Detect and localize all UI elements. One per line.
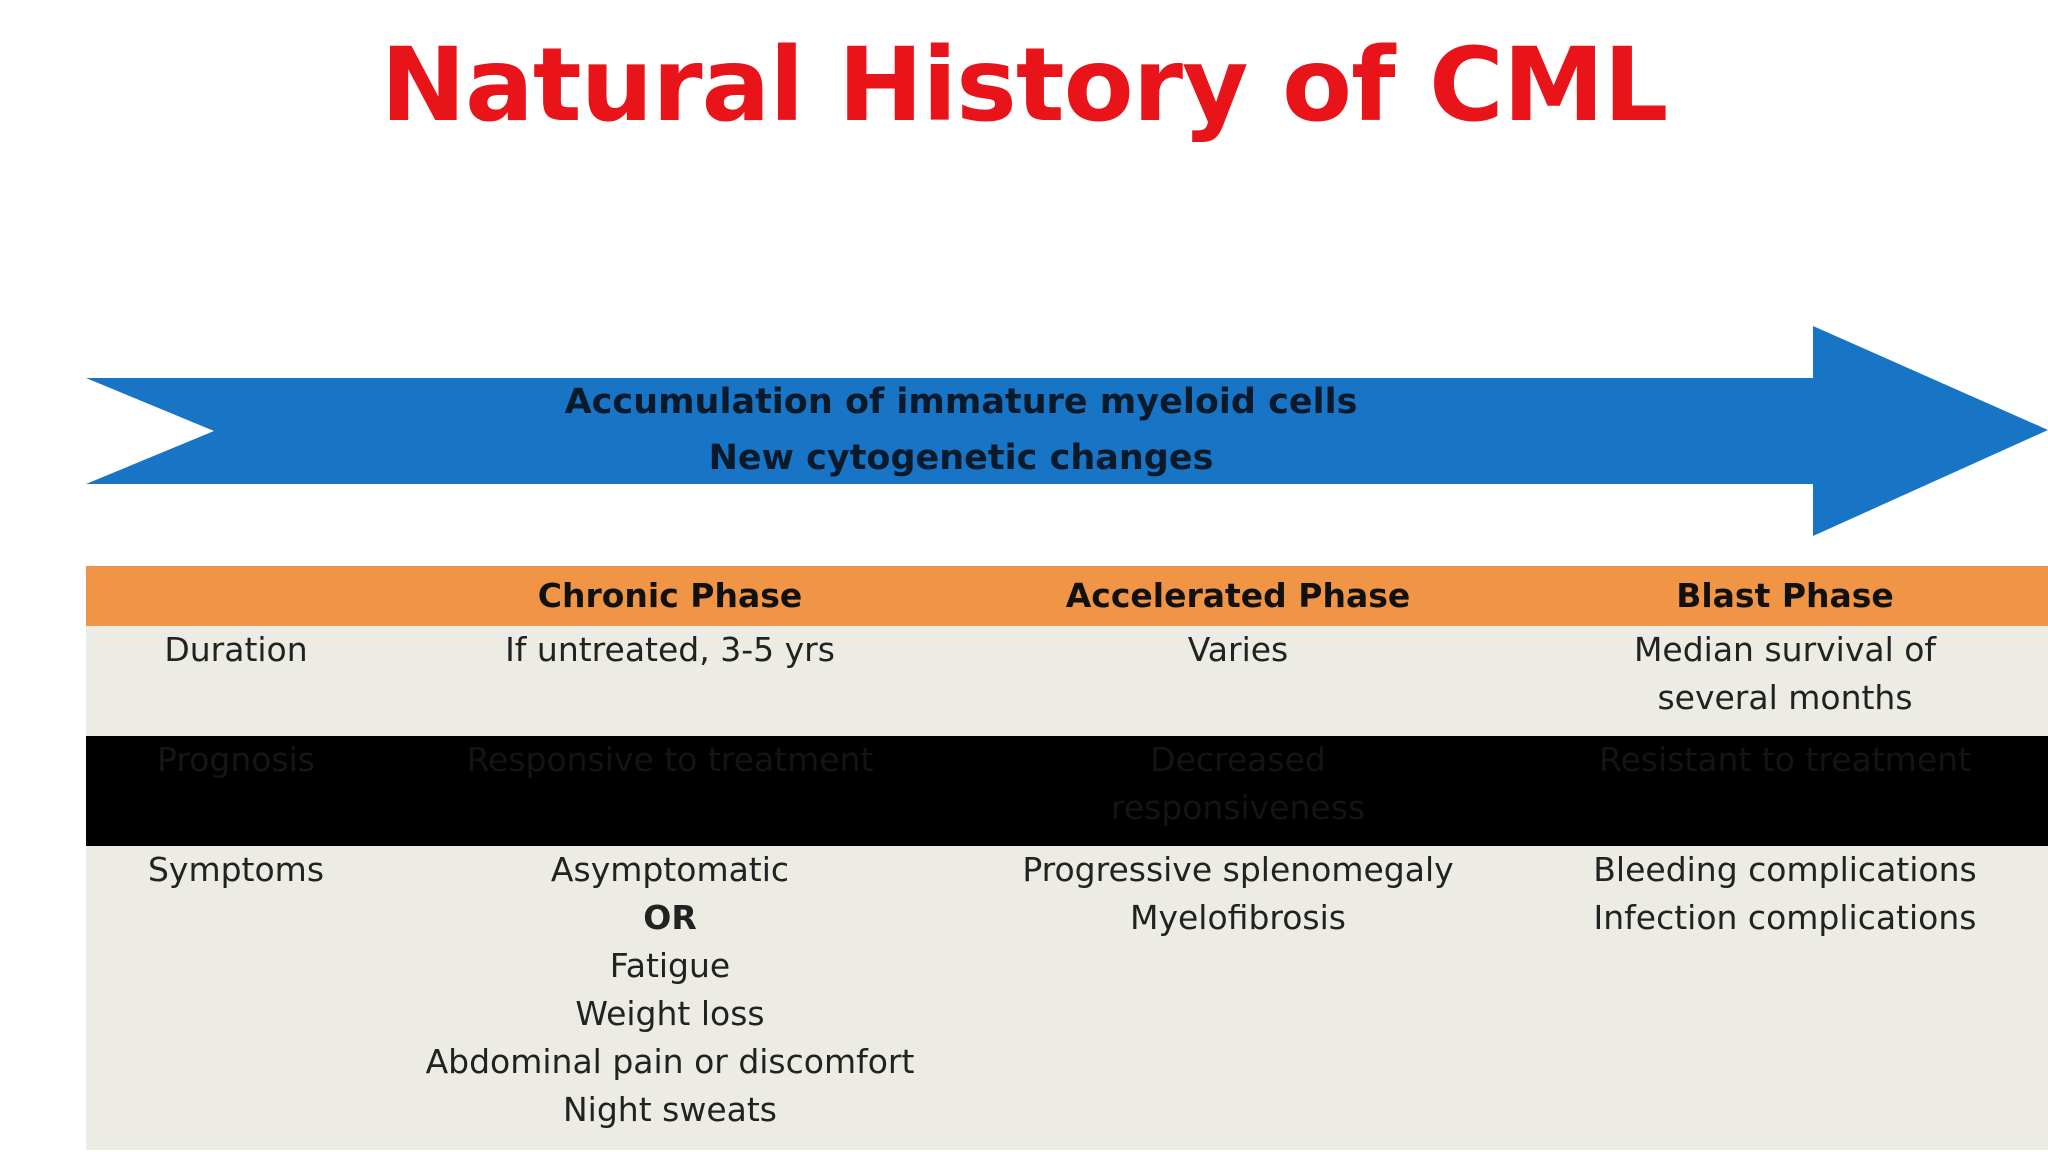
cell-line: Night sweats [563,1090,777,1129]
progression-arrow: Accumulation of immature myeloid cells N… [86,326,2048,538]
cell-line: Infection complications [1593,898,1977,937]
cell-line: Progressive splenomegaly [1022,850,1454,889]
duration-blast: Median survival of several months [1522,626,2048,736]
cell-line: Responsive to treatment [466,740,874,779]
symptoms-blast: Bleeding complications Infection complic… [1522,846,2048,1150]
cell-line: Fatigue [609,946,731,985]
arrow-shape [86,326,2048,536]
cell-line: Median survival of [1633,630,1937,669]
cell-line: several months [1657,678,1913,717]
table-row-prognosis: Prognosis Responsive to treatment Decrea… [86,736,2048,846]
row-label-symptoms: Symptoms [86,846,386,1150]
duration-accelerated: Varies [954,626,1522,736]
cell-line: responsiveness [1110,788,1366,827]
cell-line: Myelofibrosis [1130,898,1346,937]
slide-title: Natural History of CML [380,26,1669,145]
header-accelerated-phase: Accelerated Phase [954,566,1522,626]
cell-line-emphasis: OR [643,898,697,937]
header-empty [86,566,386,626]
cell-line: Decreased [1150,740,1326,779]
symptoms-accelerated: Progressive splenomegaly Myelofibrosis [954,846,1522,1150]
cell-line: Bleeding complications [1593,850,1977,889]
cell-line: Weight loss [575,994,765,1033]
cell-line: Asymptomatic [550,850,790,889]
cell-line: Resistant to treatment [1599,740,1971,779]
header-chronic-phase: Chronic Phase [386,566,954,626]
phase-table: Chronic Phase Accelerated Phase Blast Ph… [86,566,2048,1150]
prognosis-blast: Resistant to treatment [1522,736,2048,846]
table-row-duration: Duration If untreated, 3-5 yrs Varies Me… [86,626,2048,736]
cell-line: Varies [1187,630,1289,669]
arrow-line-1: Accumulation of immature myeloid cells [564,382,1358,422]
row-label-duration: Duration [86,626,386,736]
table-row-symptoms: Symptoms Asymptomatic OR Fatigue Weight … [86,846,2048,1150]
row-label-prognosis: Prognosis [86,736,386,846]
header-blast-phase: Blast Phase [1522,566,2048,626]
arrow-caption: Accumulation of immature myeloid cells N… [416,374,1506,486]
symptoms-chronic: Asymptomatic OR Fatigue Weight loss Abdo… [386,846,954,1150]
cell-line: Abdominal pain or discomfort [425,1042,915,1081]
prognosis-chronic: Responsive to treatment [386,736,954,846]
cell-line: If untreated, 3-5 yrs [505,630,835,669]
arrow-line-2: New cytogenetic changes [708,438,1214,478]
duration-chronic: If untreated, 3-5 yrs [386,626,954,736]
table-header-row: Chronic Phase Accelerated Phase Blast Ph… [86,566,2048,626]
prognosis-accelerated: Decreased responsiveness [954,736,1522,846]
